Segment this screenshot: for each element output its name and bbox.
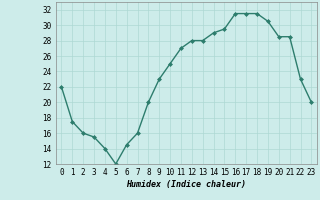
X-axis label: Humidex (Indice chaleur): Humidex (Indice chaleur): [126, 180, 246, 189]
